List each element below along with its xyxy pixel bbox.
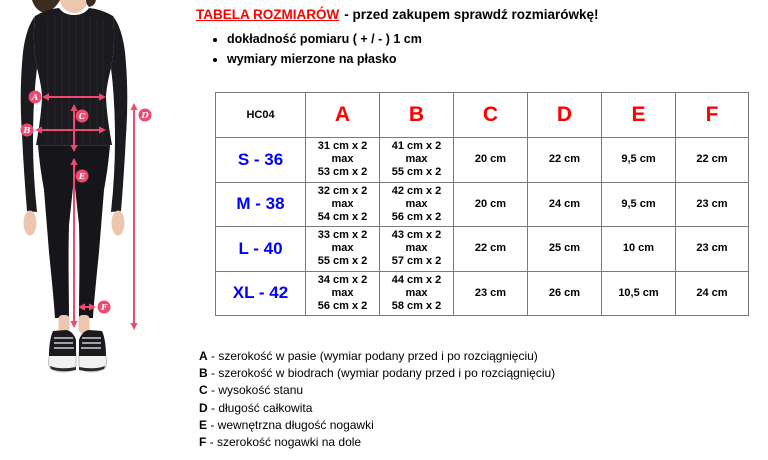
size-cell: S - 36 — [215, 137, 306, 183]
leggings-shape — [38, 145, 110, 318]
rib-texture — [47, 15, 104, 143]
size-table: HC04 A B C D E F S - 36 31 cm x 2 max 53 cm x 2 41 … — [215, 92, 749, 316]
model-photo: A B C D E F — [2, 0, 192, 380]
legend-item-e: E - wewnętrzna długość nogawki — [199, 417, 555, 434]
neck-shape — [59, 0, 89, 13]
legend-letter: F — [199, 435, 207, 450]
left-sneaker — [48, 330, 77, 373]
legend-item-a: A - szerokość w pasie (wymiar podany prz… — [199, 348, 555, 365]
legend-text: - wewnętrzna długość nogawki — [207, 417, 374, 432]
value-cell-b: 44 cm x 2 max 58 cm x 2 — [379, 270, 454, 316]
table-row: S - 36 31 cm x 2 max 53 cm x 2 41 cm x 2 max 5… — [215, 137, 749, 183]
column-header-e: E — [601, 92, 676, 138]
hair-left — [32, 0, 60, 13]
column-header-f: F — [675, 92, 749, 138]
legend-letter: E — [199, 417, 208, 432]
value-cell-f: 23 cm — [675, 181, 749, 227]
value-cell-e: 9,5 cm — [601, 181, 676, 227]
value-cell-f: 22 cm — [675, 137, 749, 183]
value-cell-b: 41 cm x 2 max 55 cm x 2 — [379, 137, 454, 183]
value-cell-a: 33 cm x 2 max 55 cm x 2 — [305, 226, 380, 272]
value-cell-c: 20 cm — [453, 137, 528, 183]
left-hand — [23, 210, 37, 236]
right-hand — [111, 210, 125, 236]
column-header-d: D — [527, 92, 602, 138]
legend-letter: C — [199, 383, 208, 398]
size-table-body: HC04 A B C D E F S - 36 31 cm x 2 max 53 cm x 2 41 … — [215, 92, 749, 316]
value-cell-b: 43 cm x 2 max 57 cm x 2 — [379, 226, 454, 272]
column-header-b: B — [379, 92, 454, 138]
svg-text:E: E — [78, 172, 86, 182]
value-cell-d: 24 cm — [527, 181, 602, 227]
table-row: L - 40 33 cm x 2 max 55 cm x 2 43 cm x 2 max 5… — [215, 226, 749, 272]
measurement-legend: A - szerokość w pasie (wymiar podany prz… — [199, 348, 555, 451]
value-cell-d: 22 cm — [527, 137, 602, 183]
measure-a: A — [28, 90, 106, 104]
hair-right — [86, 0, 96, 7]
measure-d: D — [130, 103, 152, 330]
value-cell-f: 24 cm — [675, 270, 749, 316]
page-title: TABELA ROZMIARÓW - przed zakupem sprawdź … — [196, 7, 599, 22]
value-cell-c: 23 cm — [453, 270, 528, 316]
legend-text: - wysokość stanu — [207, 383, 304, 398]
top-shape — [33, 8, 115, 145]
title-suffix: - przed zakupem sprawdź rozmiarówkę! — [344, 7, 599, 22]
measure-e: E — [70, 158, 89, 328]
column-header-a: A — [305, 92, 380, 138]
legend-letter: A — [199, 349, 208, 363]
value-cell-a: 32 cm x 2 max 54 cm x 2 — [305, 181, 380, 227]
svg-text:A: A — [31, 93, 39, 103]
right-arm — [111, 16, 128, 212]
legend-text: - szerokość nogawki na dole — [206, 435, 362, 450]
model-figure-graphic: A B C D E F — [20, 0, 152, 373]
value-cell-f: 23 cm — [675, 226, 749, 272]
legend-text: - szerokość w biodrach (wymiar podany pr… — [207, 366, 556, 381]
value-cell-c: 22 cm — [453, 226, 528, 272]
value-cell-a: 34 cm x 2 max 56 cm x 2 — [305, 270, 380, 316]
left-arm — [20, 16, 37, 212]
left-ankle — [58, 315, 70, 333]
measure-f: F — [78, 300, 111, 314]
table-header-row: HC04 A B C D E F — [215, 92, 749, 138]
legend-letter: D — [199, 400, 208, 415]
value-cell-e: 9,5 cm — [601, 137, 676, 183]
value-cell-c: 20 cm — [453, 181, 528, 227]
legend-item-c: C - wysokość stanu — [199, 382, 555, 399]
product-code-cell: HC04 — [215, 92, 306, 138]
note-flat: wymiary mierzone na płasko — [227, 49, 422, 69]
legend-item-d: D - długość całkowita — [199, 400, 555, 417]
value-cell-a: 31 cm x 2 max 53 cm x 2 — [305, 137, 380, 183]
title-accent: TABELA ROZMIARÓW — [196, 7, 340, 22]
right-sneaker — [78, 330, 107, 373]
svg-text:D: D — [140, 111, 149, 121]
legend-item-f: F - szerokość nogawki na dole — [199, 434, 555, 451]
legend-item-b: B - szerokość w biodrach (wymiar podany … — [199, 365, 555, 382]
svg-text:B: B — [22, 126, 30, 136]
value-cell-d: 26 cm — [527, 270, 602, 316]
svg-text:C: C — [79, 112, 86, 122]
measure-c: C — [70, 104, 89, 152]
value-cell-d: 25 cm — [527, 226, 602, 272]
measurement-annotations: A B C D E F — [20, 90, 152, 330]
legend-text: - długość całkowita — [207, 400, 313, 415]
value-cell-b: 42 cm x 2 max 56 cm x 2 — [379, 181, 454, 227]
right-ankle — [78, 315, 90, 333]
size-cell: L - 40 — [215, 226, 306, 272]
legend-letter: B — [199, 366, 208, 381]
legend-text: - szerokość w pasie (wymiar podany przed… — [207, 349, 538, 363]
value-cell-e: 10,5 cm — [601, 270, 676, 316]
note-accuracy: dokładność pomiaru ( + / - ) 1 cm — [227, 29, 422, 49]
svg-text:F: F — [100, 303, 108, 313]
size-cell: XL - 42 — [215, 270, 306, 316]
measure-b: B — [20, 123, 106, 137]
table-row: XL - 42 34 cm x 2 max 56 cm x 2 44 cm x 2 max… — [215, 270, 749, 316]
column-header-c: C — [453, 92, 528, 138]
size-cell: M - 38 — [215, 181, 306, 227]
value-cell-e: 10 cm — [601, 226, 676, 272]
table-row: M - 38 32 cm x 2 max 54 cm x 2 42 cm x 2 max 5… — [215, 181, 749, 227]
measurement-notes: dokładność pomiaru ( + / - ) 1 cm wymiar… — [214, 29, 422, 69]
